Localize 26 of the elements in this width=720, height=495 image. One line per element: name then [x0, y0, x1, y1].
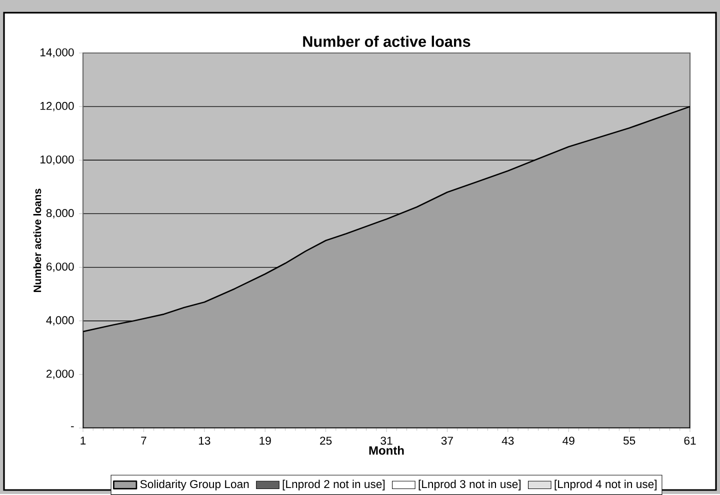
x-tick-label: 43	[502, 436, 514, 445]
y-tick-label: 6,000	[46, 262, 74, 272]
y-tick-label: -	[71, 426, 74, 428]
legend-label: Solidarity Group Loan	[140, 480, 249, 490]
x-tick-label: 1	[80, 436, 86, 445]
y-tick-label: 10,000	[40, 155, 74, 165]
x-tick-label: 61	[684, 436, 696, 445]
x-tick-label: 37	[441, 436, 453, 445]
y-tick-label: 2,000	[46, 370, 74, 380]
x-tick-label: 55	[623, 436, 636, 445]
x-tick-label: 49	[562, 436, 574, 445]
legend-label: [Lnprod 3 not in use]	[418, 480, 521, 490]
y-tick-label: 8,000	[46, 209, 74, 218]
x-tick-label: 25	[320, 436, 332, 445]
y-tick-label: 14,000	[40, 48, 74, 58]
y-tick-label: 4,000	[46, 316, 74, 326]
y-axis-title: Number active loans	[33, 188, 42, 292]
legend-label: [Lnprod 4 not in use]	[554, 480, 656, 490]
x-axis-title: Month	[369, 446, 404, 455]
x-tick-label: 13	[198, 436, 210, 445]
x-tick-label: 19	[260, 436, 271, 445]
x-tick-label: 7	[141, 436, 146, 445]
x-tick-label: 31	[380, 436, 392, 445]
chart-title: Number of active loans	[303, 36, 470, 47]
y-tick-label: 12,000	[40, 102, 74, 112]
legend-label: [Lnprod 2 not in use]	[282, 480, 385, 490]
